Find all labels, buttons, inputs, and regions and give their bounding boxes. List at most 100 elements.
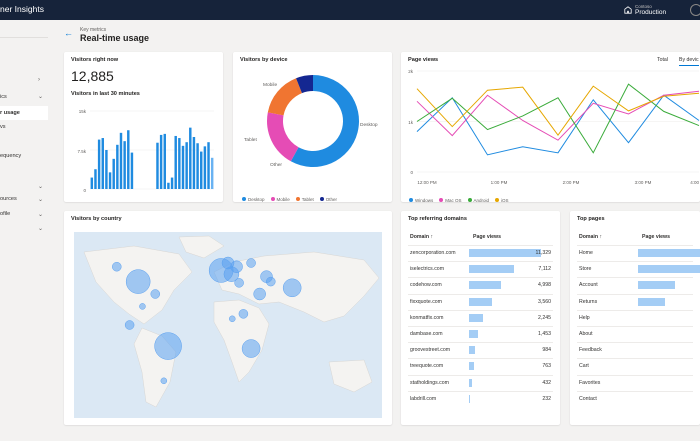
world-map[interactable] — [74, 232, 382, 418]
column-header-domain[interactable]: Domain ↑ — [579, 234, 603, 240]
map-bubble[interactable] — [230, 260, 243, 273]
table-row[interactable]: Cart — [577, 358, 693, 374]
row-label: labdrill.com — [410, 395, 437, 402]
bar — [101, 138, 104, 189]
table-row[interactable]: zencorporation.com 11,329 — [408, 245, 553, 261]
bar — [119, 132, 123, 189]
chevron-down-icon[interactable]: ⌄ — [38, 212, 44, 218]
table-row[interactable]: Account — [577, 277, 693, 293]
sidebar-item-realtime-usage[interactable]: r usage — [0, 106, 48, 120]
bar — [123, 141, 126, 189]
row-label: Account — [579, 282, 598, 289]
map-bubble[interactable] — [266, 276, 276, 287]
table-row[interactable]: labdrill.com 232 — [408, 390, 553, 407]
chevron-down-icon[interactable]: ⌄ — [38, 184, 44, 190]
sidebar-item-metrics[interactable]: ics — [0, 94, 7, 100]
sidebar-item-views[interactable]: vs — [0, 124, 6, 130]
table-row[interactable]: Home — [577, 245, 700, 261]
chevron-down-icon[interactable]: ⌄ — [38, 226, 44, 232]
slice-tablet[interactable] — [267, 78, 302, 116]
table-row[interactable]: iselectrics.com 7,112 — [408, 261, 553, 277]
table-row[interactable]: Help — [577, 309, 693, 326]
map-bubble[interactable] — [139, 303, 146, 310]
bar — [200, 151, 203, 189]
tick-label: 4:00 — [690, 180, 699, 185]
map-bubble[interactable] — [246, 258, 256, 268]
chevron-down-icon[interactable]: ⌄ — [38, 94, 44, 100]
tick-label: 1k — [408, 120, 414, 125]
map-bubble[interactable] — [238, 309, 249, 319]
app-title: ner Insights — [0, 4, 44, 14]
legend-item[interactable]: Tablet — [295, 197, 314, 202]
legend-item[interactable]: iOS — [495, 198, 509, 203]
legend-item[interactable]: Other — [319, 197, 337, 202]
sort-up-icon[interactable]: ↑ — [599, 234, 603, 240]
map-bubble[interactable] — [234, 278, 244, 288]
column-header-views[interactable]: Page views — [473, 234, 501, 240]
map-bubble[interactable] — [150, 289, 161, 299]
table-row[interactable]: Store — [577, 261, 700, 277]
chevron-down-icon[interactable]: ⌄ — [38, 197, 44, 203]
map-bubble[interactable] — [282, 278, 302, 298]
column-header-views[interactable]: Page views — [642, 234, 670, 240]
tick-label: 2k — [408, 69, 414, 74]
slice-other[interactable] — [296, 75, 313, 94]
avatar[interactable] — [690, 4, 700, 16]
map-bubble[interactable] — [241, 339, 261, 358]
table-row[interactable]: Returns — [577, 293, 693, 310]
table-row[interactable]: dambase.com 1,453 — [408, 326, 553, 342]
bar — [163, 133, 166, 189]
tab-by-device[interactable]: By devic — [679, 57, 699, 66]
sidebar-item-profile[interactable]: ofile — [0, 211, 11, 217]
sidebar-item-sources[interactable]: ources — [0, 196, 17, 202]
value-bar — [469, 281, 501, 290]
bar — [181, 145, 185, 189]
column-header-domain[interactable]: Domain ↑ — [410, 234, 434, 240]
slice-desktop[interactable] — [290, 75, 359, 167]
bar — [196, 143, 199, 189]
table-row[interactable]: Favorites — [577, 374, 693, 391]
table-row[interactable]: Feedback — [577, 342, 693, 358]
value-bar — [638, 249, 700, 257]
table-row[interactable]: konmatfix.com 2,245 — [408, 309, 553, 326]
tick-label: 3:00 PM — [635, 180, 652, 185]
row-label: treequote.com — [410, 363, 444, 370]
legend-item[interactable]: Mobile — [270, 197, 290, 202]
environment-switcher[interactable]: Contoso Production — [624, 4, 666, 16]
table-row[interactable]: About — [577, 326, 693, 342]
map-bubble[interactable] — [253, 287, 266, 301]
map-bubble[interactable] — [160, 377, 168, 385]
map-bubble[interactable] — [154, 332, 182, 360]
sort-up-icon[interactable]: ↑ — [430, 234, 434, 240]
card-title: Top referring domains — [408, 216, 467, 222]
bar — [130, 152, 134, 189]
map-bubble[interactable] — [112, 261, 122, 272]
table-row[interactable]: fixxquote.com 3,560 — [408, 293, 553, 310]
value-bar — [469, 394, 471, 403]
map-bubble[interactable] — [229, 315, 236, 323]
chevron-right-icon[interactable]: › — [38, 77, 40, 83]
table-row[interactable]: groovestreet.com 984 — [408, 342, 553, 358]
back-arrow-icon[interactable]: ← — [64, 28, 73, 38]
bar — [105, 150, 108, 189]
sidebar-item-frequency[interactable]: equency — [0, 153, 22, 159]
row-label: Feedback — [579, 347, 602, 354]
breadcrumb[interactable]: Key metrics — [80, 27, 107, 33]
tab-total[interactable]: Total — [657, 57, 668, 63]
value-bar — [469, 313, 484, 322]
table-row[interactable]: codehow.com 4,998 — [408, 277, 553, 293]
table-row[interactable]: Contact — [577, 390, 693, 407]
table-row[interactable]: treequote.com 763 — [408, 358, 553, 374]
legend-item[interactable]: Android — [467, 198, 489, 203]
legend-item[interactable]: Desktop — [242, 197, 265, 202]
bar — [174, 135, 177, 189]
table-row[interactable]: statholdings.com 432 — [408, 374, 553, 391]
map-bubble[interactable] — [124, 320, 135, 330]
bar — [127, 130, 130, 189]
page-views-card: Page views Total By devic 2k 1k 0 12:00 … — [401, 52, 700, 203]
slice-mobile[interactable] — [267, 112, 299, 162]
legend-item[interactable]: Windows — [409, 198, 433, 203]
card-subtitle: Visitors in last 30 minutes — [71, 91, 140, 97]
legend-item[interactable]: Mac OS — [439, 198, 462, 203]
map-bubble[interactable] — [125, 269, 151, 294]
